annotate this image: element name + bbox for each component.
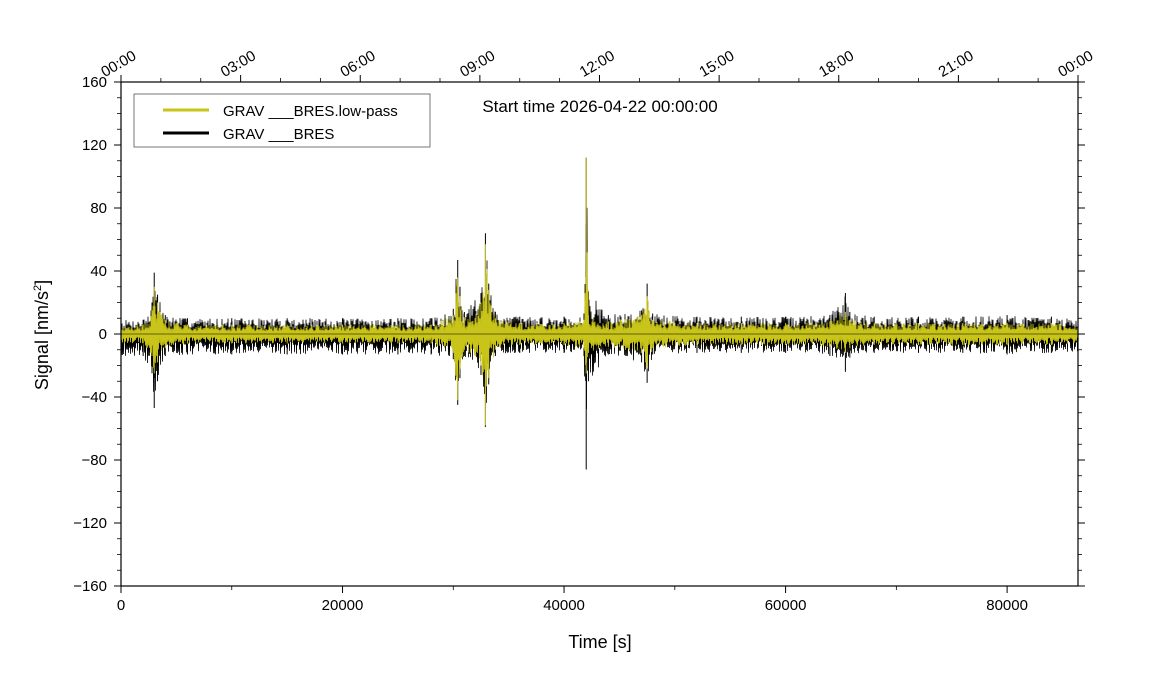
y-tick-label: −80 bbox=[82, 452, 107, 469]
y-tick-label: 120 bbox=[82, 137, 107, 154]
y-tick-label: 160 bbox=[82, 74, 107, 91]
top-tick-label: 00:00 bbox=[98, 47, 139, 80]
y-tick-label: 40 bbox=[90, 263, 107, 280]
x-tick-label: 40000 bbox=[543, 597, 585, 614]
y-tick-label: −160 bbox=[73, 578, 107, 595]
y-tick-label: −120 bbox=[73, 515, 107, 532]
top-tick-label: 18:00 bbox=[816, 47, 857, 80]
series-line-raw bbox=[120, 207, 1079, 413]
top-tick-label: 03:00 bbox=[218, 47, 259, 80]
y-axis-title-main: Signal [nm/s bbox=[32, 291, 52, 390]
top-tick-label: 00:00 bbox=[1055, 47, 1096, 80]
y-tick-label: −40 bbox=[82, 389, 107, 406]
legend: GRAV ___BRES.low-pass GRAV ___BRES bbox=[133, 93, 431, 148]
x-tick-label: 60000 bbox=[765, 597, 807, 614]
start-time-annotation: Start time 2026-04-22 00:00:00 bbox=[482, 97, 717, 116]
y-axis-title: Signal [nm/s2] bbox=[32, 280, 52, 390]
top-tick-label: 12:00 bbox=[577, 47, 618, 80]
top-tick-label: 06:00 bbox=[337, 47, 378, 80]
plot-area bbox=[120, 157, 1079, 470]
y-tick-label: 0 bbox=[99, 326, 107, 343]
top-tick-label: 21:00 bbox=[936, 47, 977, 80]
y-axis-title-superscript: 2 bbox=[32, 285, 44, 291]
x-tick-label: 20000 bbox=[322, 597, 364, 614]
y-tick-label: 80 bbox=[90, 200, 107, 217]
legend-box bbox=[133, 93, 431, 148]
x-tick-label: 0 bbox=[117, 597, 125, 614]
top-tick-label: 15:00 bbox=[696, 47, 737, 80]
x-axis-title: Time [s] bbox=[568, 632, 631, 652]
top-tick-label: 09:00 bbox=[457, 47, 498, 80]
legend-label-lowpass: GRAV ___BRES.low-pass bbox=[223, 103, 398, 120]
x-tick-label: 80000 bbox=[986, 597, 1028, 614]
y-axis-title-end: ] bbox=[32, 280, 52, 285]
legend-label-raw: GRAV ___BRES bbox=[223, 126, 334, 143]
